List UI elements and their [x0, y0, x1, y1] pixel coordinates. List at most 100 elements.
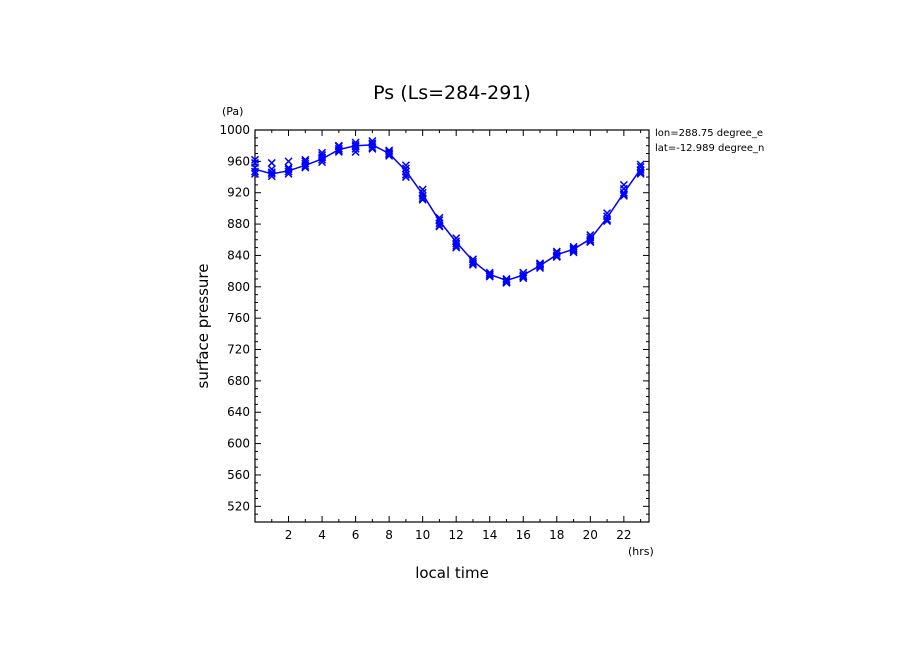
x-tick-label: 20	[583, 528, 598, 542]
y-tick-label: 920	[227, 186, 250, 200]
data-point	[636, 169, 645, 178]
x-tick-label: 8	[385, 528, 393, 542]
data-point	[284, 157, 293, 166]
data-point	[569, 245, 578, 254]
data-point	[485, 270, 494, 279]
mean-line	[254, 144, 642, 282]
data-point	[351, 147, 360, 156]
data-point	[452, 243, 461, 252]
data-point	[318, 155, 327, 164]
data-point	[569, 246, 578, 255]
data-point	[619, 188, 628, 197]
y-tick-label: 720	[227, 343, 250, 357]
data-point	[418, 194, 427, 203]
x-tick-label: 14	[482, 528, 497, 542]
data-point	[401, 173, 410, 182]
data-point	[468, 257, 477, 266]
x-tick-label: 12	[449, 528, 464, 542]
data-point	[418, 195, 427, 204]
scatter-series-5	[250, 141, 645, 284]
data-point	[401, 170, 410, 179]
data-point	[401, 164, 410, 173]
data-point	[519, 274, 528, 283]
y-tick-label: 600	[227, 437, 250, 451]
data-point	[502, 275, 511, 284]
y-tick-label: 760	[227, 311, 250, 325]
data-point	[250, 169, 260, 178]
y-tick-label: 960	[227, 154, 250, 168]
data-point	[468, 255, 477, 264]
data-point	[351, 144, 360, 153]
data-point	[485, 272, 494, 281]
data-point	[535, 262, 545, 271]
data-point	[401, 161, 410, 170]
y-tick-label: 880	[227, 217, 250, 231]
x-tick-label: 10	[415, 528, 430, 542]
data-point	[519, 271, 528, 280]
data-point	[452, 242, 461, 251]
scatter-series-1	[250, 136, 645, 283]
scatter-series-2	[250, 139, 645, 286]
data-point	[267, 172, 276, 181]
data-point	[318, 158, 327, 167]
data-point	[535, 260, 545, 269]
x-tick-label: 2	[285, 528, 293, 542]
data-point	[284, 169, 293, 178]
lon-annotation: lon=288.75 degree_e	[655, 128, 763, 139]
data-point	[569, 248, 578, 257]
data-point	[603, 209, 612, 218]
data-point	[435, 219, 444, 228]
data-point	[619, 191, 628, 200]
chart-title: Ps (Ls=284-291)	[373, 82, 531, 104]
data-point	[368, 144, 377, 153]
x-tick-label: 16	[516, 528, 531, 542]
data-point	[586, 235, 595, 244]
x-tick-label: 6	[352, 528, 360, 542]
x-unit-label: (hrs)	[628, 545, 654, 558]
y-tick-label: 520	[227, 499, 250, 513]
data-point	[619, 190, 628, 199]
data-point	[284, 167, 293, 176]
data-point	[435, 222, 444, 231]
axes: 520 560 600 640 680 720 760 800 840 880 920 960 1000…	[219, 123, 650, 542]
data-point	[418, 185, 427, 194]
y-axis-label: surface pressure	[194, 264, 212, 389]
data-point	[586, 237, 595, 246]
data-point	[301, 155, 310, 164]
data-point	[250, 155, 260, 164]
data-point	[385, 149, 394, 158]
data-point	[334, 144, 343, 153]
plot-frame	[254, 129, 650, 523]
data-point	[603, 216, 612, 225]
data-point	[301, 163, 310, 172]
data-point	[552, 252, 561, 261]
data-point	[334, 141, 343, 150]
scatter-series-4	[250, 143, 645, 287]
x-axis-label: local time	[415, 564, 489, 582]
data-point	[334, 147, 343, 156]
y-unit-label: (Pa)	[222, 105, 243, 118]
data-point	[301, 162, 310, 171]
y-tick-label: 560	[227, 468, 250, 482]
data-point	[519, 272, 528, 281]
y-tick-label: 640	[227, 405, 250, 419]
data-point	[636, 168, 645, 177]
data-point	[267, 169, 276, 178]
y-tick-label: 840	[227, 248, 250, 262]
data-point	[502, 278, 511, 287]
x-tick-label: 22	[616, 528, 631, 542]
data-point	[603, 215, 612, 224]
data-point	[250, 167, 260, 176]
y-tick-label: 800	[227, 280, 250, 294]
data-point	[368, 143, 377, 152]
data-point	[385, 151, 394, 160]
data-point	[318, 148, 327, 157]
x-tick-label: 4	[318, 528, 326, 542]
plot-data	[250, 136, 645, 287]
y-tick-label: 680	[227, 374, 250, 388]
lat-annotation: lat=-12.989 degree_n	[655, 143, 765, 154]
x-tick-label: 18	[549, 528, 564, 542]
y-tick-label: 1000	[219, 123, 250, 137]
data-point	[267, 158, 276, 167]
